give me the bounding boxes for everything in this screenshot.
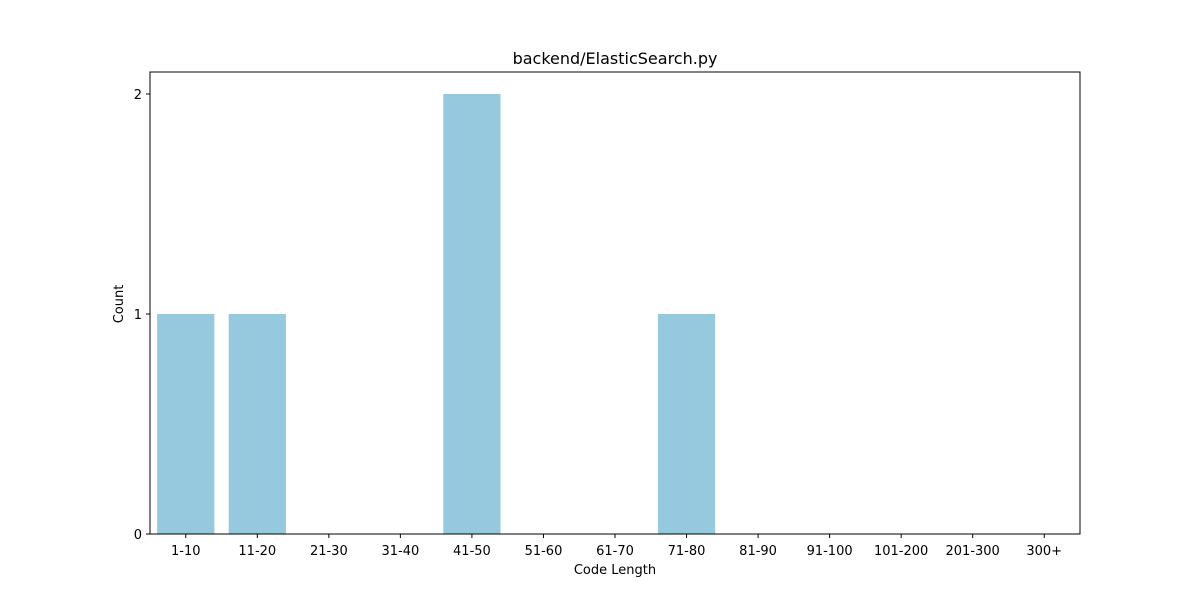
- bar-41-50: [443, 94, 501, 534]
- y-tick-label: 0: [134, 528, 142, 543]
- chart-title: backend/ElasticSearch.py: [513, 49, 718, 68]
- x-axis-label: Code Length: [574, 563, 656, 578]
- plot-frame: [149, 71, 1081, 535]
- x-axis-ticks: 1-10 11-20 21-30 31-40 41-50 51-60 61-70 71-80 8…: [171, 534, 1062, 559]
- y-tick-label: 1: [134, 308, 142, 323]
- x-tick-label: 201-300: [946, 544, 1000, 559]
- y-axis-ticks: 0 1 2: [134, 88, 150, 543]
- x-tick-label: 300+: [1026, 544, 1062, 559]
- bars-group: [157, 94, 716, 534]
- bar-11-20: [228, 314, 286, 534]
- x-tick-label: 1-10: [171, 544, 201, 559]
- x-tick-label: 31-40: [381, 544, 419, 559]
- x-tick-label: 101-200: [874, 544, 928, 559]
- x-tick-label: 51-60: [525, 544, 563, 559]
- bar-1-10: [157, 314, 215, 534]
- x-tick-label: 71-80: [668, 544, 706, 559]
- x-tick-label: 91-100: [807, 544, 853, 559]
- x-tick-label: 21-30: [310, 544, 348, 559]
- bar-71-80: [657, 314, 716, 534]
- y-axis-label: Count: [112, 285, 127, 324]
- x-tick-label: 61-70: [596, 544, 634, 559]
- y-tick-label: 2: [134, 88, 142, 103]
- x-tick-label: 81-90: [739, 544, 777, 559]
- x-tick-label: 41-50: [453, 544, 491, 559]
- x-tick-label: 11-20: [238, 544, 276, 559]
